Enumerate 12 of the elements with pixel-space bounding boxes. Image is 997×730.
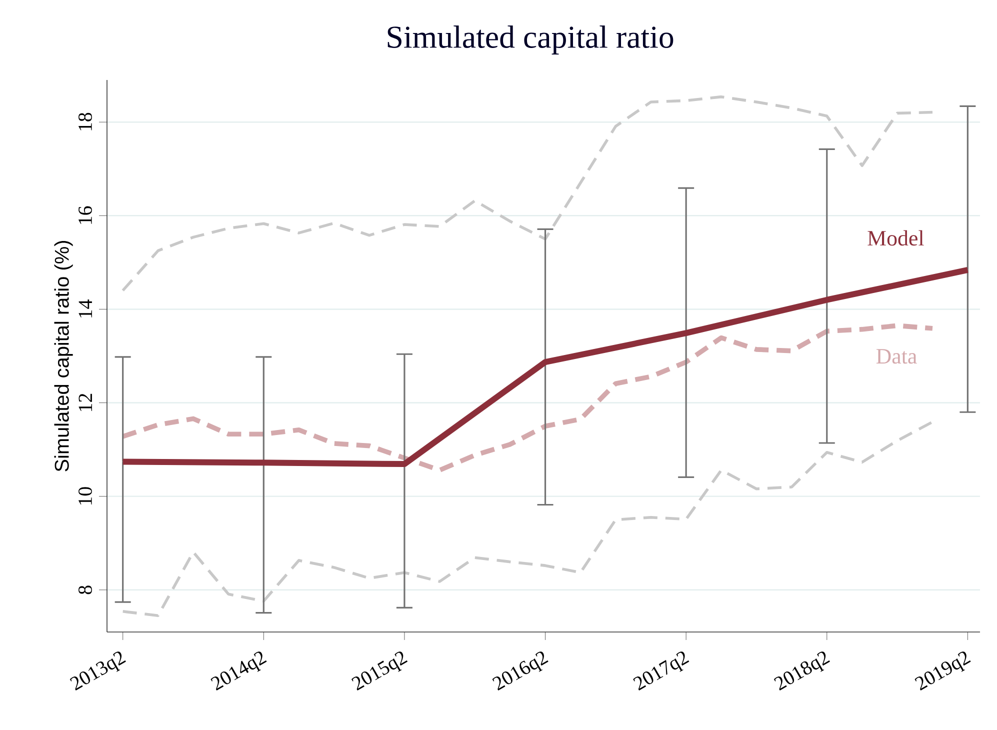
y-tick-label: 12	[78, 394, 92, 411]
y-axis-title: Simulated capital ratio (%)	[54, 240, 73, 472]
series-label: Data	[876, 349, 917, 364]
y-tick-label: 14	[78, 300, 92, 318]
series-label: Model	[868, 230, 924, 246]
chart-title: Simulated capital ratio	[388, 26, 674, 54]
y-tick-label: 10	[78, 487, 92, 505]
line-series	[121, 95, 934, 292]
y-tick-label: 16	[78, 206, 92, 224]
y-tick-label: 8	[78, 586, 92, 594]
y-tick-label: 18	[78, 112, 92, 130]
line-series	[121, 420, 934, 618]
